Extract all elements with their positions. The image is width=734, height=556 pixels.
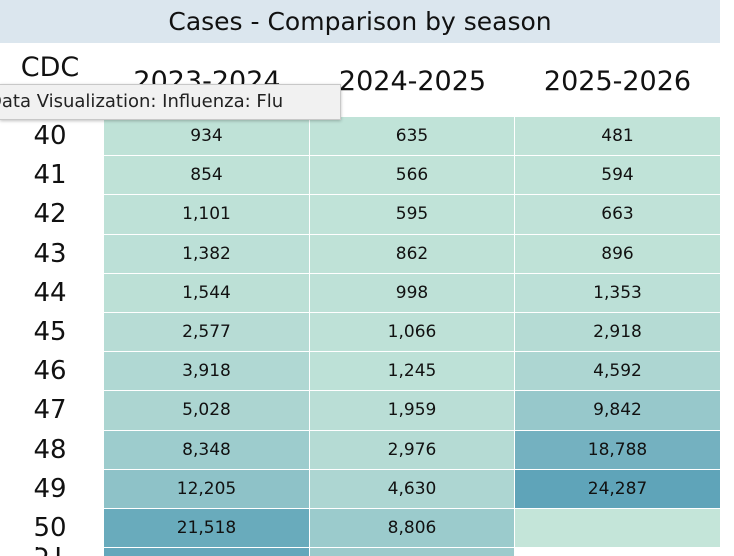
table-cell: 8,806: [310, 509, 515, 548]
table-cell: 5,028: [104, 391, 310, 430]
table-cell: [515, 509, 720, 548]
week-label-50: 50: [33, 513, 67, 543]
week-label-44: 44: [33, 277, 67, 308]
week-label-41: 41: [33, 160, 67, 191]
table-cell: 481: [515, 117, 720, 156]
partial-week-label: 51: [33, 547, 66, 556]
table-cell: 862: [310, 234, 515, 273]
table-cell: 594: [515, 156, 720, 195]
chart-title: Cases - Comparison by season: [0, 0, 720, 43]
table-cell: 4,630: [310, 469, 515, 508]
table-cell: 1,066: [310, 313, 515, 352]
table-cell: 854: [104, 156, 310, 195]
table-cell: 4,592: [515, 352, 720, 391]
table-cell: 8,348: [104, 430, 310, 469]
week-label-48: 48: [33, 434, 67, 465]
partial-table-cell: [104, 548, 310, 556]
table-cell: 1,544: [104, 273, 310, 312]
table-cell: 998: [310, 273, 515, 312]
table-cell: 1,353: [515, 273, 720, 312]
week-label-46: 46: [33, 356, 67, 387]
week-label-43: 43: [33, 238, 67, 269]
table-cell: 24,287: [515, 469, 720, 508]
table-cell: 635: [310, 117, 515, 156]
table-cell: 934: [104, 117, 310, 156]
table-cell: 896: [515, 234, 720, 273]
week-label-47: 47: [33, 395, 67, 426]
table-cell: 663: [515, 195, 720, 234]
table-cell: 1,101: [104, 195, 310, 234]
hover-tooltip: Data Visualization: Influenza: Flu: [0, 84, 341, 120]
column-header-2025-2026: 2025-2026: [543, 66, 692, 97]
table-cell: 3,918: [104, 352, 310, 391]
table-cell: 21,518: [104, 509, 310, 548]
table-cell: 566: [310, 156, 515, 195]
table-cell: 1,959: [310, 391, 515, 430]
partial-table-cell: [310, 548, 515, 556]
table-cell: 1,382: [104, 234, 310, 273]
table-cell: 2,918: [515, 313, 720, 352]
table-cell: 595: [310, 195, 515, 234]
table-cell: 9,842: [515, 391, 720, 430]
table-cell: 1,245: [310, 352, 515, 391]
row-header-label: CDC: [20, 52, 80, 83]
week-label-42: 42: [33, 199, 67, 230]
week-label-45: 45: [33, 317, 67, 347]
table-cell: 18,788: [515, 430, 720, 469]
partial-week-row: 51: [0, 547, 100, 556]
tooltip-text: Data Visualization: Influenza: Flu: [0, 91, 284, 112]
table-cell: 12,205: [104, 469, 310, 508]
week-label-40: 40: [33, 121, 67, 151]
week-label-49: 49: [33, 473, 67, 504]
column-header-2024-2025: 2024-2025: [338, 66, 487, 97]
table-cell: 2,976: [310, 430, 515, 469]
table-cell: 2,577: [104, 313, 310, 352]
